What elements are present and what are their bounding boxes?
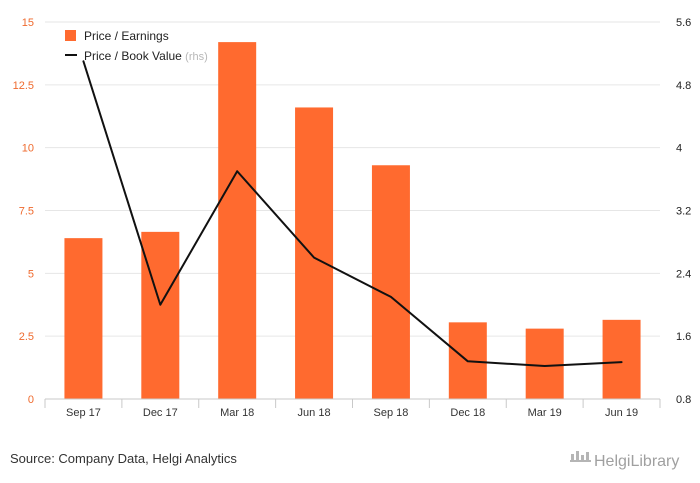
legend-bar-label: Price / Earnings [84, 29, 169, 43]
line-series [82, 60, 623, 368]
bar [218, 42, 257, 400]
y-left-tick-label: 7.5 [19, 206, 34, 218]
x-tick-label: Jun 19 [605, 407, 638, 419]
x-tick-label: Sep 18 [374, 407, 409, 419]
x-tick-label: Mar 18 [220, 407, 254, 419]
y-right-tick-label: 3.2 [676, 206, 691, 218]
source-note: Source: Company Data, Helgi Analytics [10, 451, 237, 466]
legend-rhs-suffix: (rhs) [185, 51, 208, 63]
y-right-tick-label: 0.8 [676, 394, 691, 406]
y-right-tick-label: 1.6 [676, 331, 691, 343]
x-tick-label: Dec 18 [450, 407, 485, 419]
bar [525, 328, 564, 399]
legend: Price / Earnings Price / Book Value (rhs) [65, 29, 208, 63]
y-right-tick-label: 2.4 [676, 268, 691, 280]
bar [64, 238, 103, 399]
gridlines [45, 21, 660, 400]
y-left-tick-label: 0 [28, 394, 34, 406]
y-right-tick-label: 5.6 [676, 17, 691, 29]
legend-line-label: Price / Book Value (rhs) [84, 49, 208, 63]
bar [141, 231, 180, 399]
y-left-tick-label: 15 [22, 17, 34, 29]
x-tick-label: Dec 17 [143, 407, 178, 419]
x-tick-label: Jun 18 [298, 407, 331, 419]
bars [64, 42, 641, 400]
y-right-tick-label: 4.8 [676, 80, 691, 92]
bar [602, 319, 641, 399]
axes: 15 12.5 10 7.5 5 2.5 0 5.6 4.8 4 3.2 2.4 1.6 0.8 Sep 1… [13, 17, 692, 419]
y-left-tick-label: 2.5 [19, 331, 34, 343]
y-left-tick-label: 5 [28, 268, 34, 280]
brand-logo: HelgiLibrary [570, 451, 679, 470]
y-left-tick-label: 10 [22, 143, 34, 155]
brand-name: HelgiLibrary [594, 453, 679, 470]
bar [295, 107, 334, 399]
line-price-book [82, 60, 623, 368]
y-left-tick-label: 12.5 [13, 80, 34, 92]
library-icon [570, 451, 591, 462]
y-right-tick-label: 4 [676, 143, 682, 155]
x-tick-label: Mar 19 [528, 407, 562, 419]
x-tick-label: Sep 17 [66, 407, 101, 419]
bar [371, 165, 410, 399]
legend-bar-swatch [65, 30, 76, 41]
